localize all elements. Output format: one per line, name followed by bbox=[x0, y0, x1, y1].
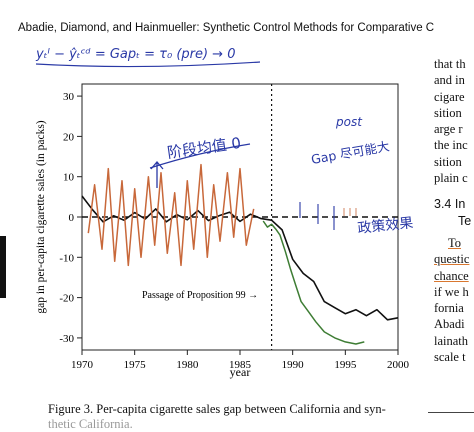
right-line: that th bbox=[434, 57, 466, 71]
right-line: fornia bbox=[434, 301, 464, 316]
x-tick-label: 1980 bbox=[176, 359, 199, 371]
right-line: questic bbox=[434, 252, 470, 267]
handwritten-policy-note: 政策效果 bbox=[357, 214, 414, 237]
right-line: To bbox=[448, 235, 462, 250]
right-line: and in bbox=[434, 73, 465, 88]
right-line: cigare bbox=[434, 89, 465, 104]
right-line: lainath bbox=[434, 333, 469, 348]
handwritten-post-gap-line bbox=[262, 220, 365, 345]
y-axis-label: gap in per-capita cigarette sales (in pa… bbox=[35, 120, 47, 313]
right-line: chance bbox=[434, 268, 469, 283]
x-tick-label: 1985 bbox=[229, 359, 252, 371]
section-heading: 3.4 In bbox=[434, 197, 466, 212]
y-tick-label: 0 bbox=[69, 212, 75, 224]
y-tick-label: 30 bbox=[63, 91, 75, 103]
pre-arrow-icon bbox=[150, 161, 164, 188]
figure: 1970 1975 1980 1985 1990 1995 2000 30 20 10 0 -10 -… bbox=[0, 40, 424, 380]
y-tick-label: -20 bbox=[59, 293, 74, 305]
y-tick-label: 10 bbox=[63, 172, 75, 184]
right-line: sition bbox=[434, 154, 462, 169]
handwritten-post-note: Gap 尽可能大 bbox=[310, 138, 391, 167]
right-column-text: that th and in cigare sition arge r the … bbox=[434, 56, 474, 365]
y-tick-label: -10 bbox=[59, 252, 74, 264]
x-axis-label: year bbox=[230, 365, 251, 379]
gap-chart: 1970 1975 1980 1985 1990 1995 2000 30 20 10 0 -10 -… bbox=[35, 47, 414, 379]
x-tick-label: 1975 bbox=[124, 359, 147, 371]
right-line: if we h bbox=[434, 284, 469, 299]
bottom-rule bbox=[428, 412, 474, 413]
policy-brace bbox=[299, 202, 335, 230]
handwritten-equation: yₜᴵ − ŷₜᶜᵈ = Gapₜ = τ₀ (pre) → 0 bbox=[35, 47, 235, 62]
intervention-label: Passage of Proposition 99 → bbox=[142, 290, 258, 301]
y-tick-label: 20 bbox=[63, 131, 75, 143]
right-line: the inc bbox=[434, 138, 468, 153]
y-tick-label: -30 bbox=[59, 333, 74, 345]
page-edge-tab bbox=[0, 236, 6, 298]
equation-underline bbox=[35, 61, 261, 68]
x-tick-label: 2000 bbox=[387, 359, 410, 371]
right-line: scale t bbox=[434, 350, 466, 365]
right-line: plain c bbox=[434, 171, 468, 186]
x-tick-label: 1970 bbox=[71, 359, 94, 371]
caption-line: Figure 3. Per-capita cigarette sales gap… bbox=[48, 402, 386, 416]
right-line: Abadi bbox=[434, 317, 465, 332]
figure-caption: Figure 3. Per-capita cigarette sales gap… bbox=[48, 402, 438, 432]
x-tick-label: 1995 bbox=[334, 359, 357, 371]
right-line: sition bbox=[434, 105, 462, 120]
policy-ticks bbox=[343, 208, 357, 216]
handwritten-post-label: post bbox=[335, 115, 363, 129]
x-tick-label: 1990 bbox=[282, 359, 305, 371]
right-line: arge r bbox=[434, 122, 463, 137]
caption-line: thetic California. bbox=[48, 417, 133, 431]
pre-bracket bbox=[149, 143, 251, 169]
section-heading-continued: Te bbox=[458, 213, 472, 228]
handwritten-pre-wave-line bbox=[87, 163, 255, 267]
running-header: Abadie, Diamond, and Hainmueller: Synthe… bbox=[18, 22, 435, 34]
gap-line-black bbox=[81, 195, 399, 321]
